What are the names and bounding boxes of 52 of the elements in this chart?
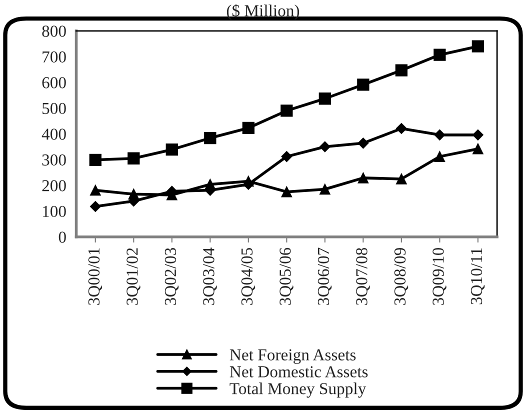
point	[472, 143, 484, 154]
point	[434, 151, 446, 162]
point	[166, 144, 178, 156]
y-tick-label: 100	[43, 206, 66, 218]
x-tick-label: 3Q02/03	[164, 248, 179, 305]
point	[472, 130, 484, 140]
point	[280, 104, 293, 117]
y-tick-label: 200	[42, 180, 66, 192]
y-tick-label: 500	[42, 102, 66, 114]
x-tick-label: 3Q01/02	[126, 248, 140, 305]
x-tick-label: 3Q10/11	[470, 248, 485, 304]
point	[204, 132, 216, 144]
point	[434, 48, 446, 61]
y-tick-label: 0	[58, 232, 66, 243]
point	[358, 138, 369, 149]
point	[472, 40, 484, 52]
chart-title: ($ Million)	[226, 4, 300, 20]
legend-label: Net Domestic Assets	[230, 366, 368, 378]
point	[396, 123, 407, 134]
y-tick-label: 600	[42, 77, 66, 88]
x-tick-label: 3Q06/07	[318, 248, 332, 305]
y-tick-label: 400	[42, 128, 66, 140]
point	[128, 188, 140, 200]
point	[320, 184, 330, 195]
x-tick-label: 3Q03/04	[203, 248, 217, 305]
x-tick-label: 3Q04/05	[241, 248, 256, 305]
point	[358, 172, 369, 184]
x-tick-label: 3Q05/06	[280, 248, 294, 305]
point	[281, 151, 292, 162]
point	[318, 92, 331, 105]
point	[89, 154, 102, 166]
legend-label: Net Foreign Assets	[230, 349, 356, 364]
x-tick-label: 3Q08/09	[394, 248, 408, 305]
point	[395, 64, 408, 76]
point	[242, 122, 254, 134]
legend-label: Total Money Supply	[230, 382, 366, 398]
point	[319, 141, 330, 152]
point	[396, 174, 407, 184]
y-tick-label: 700	[42, 51, 66, 63]
point	[204, 178, 216, 190]
point	[128, 152, 140, 164]
point	[434, 130, 446, 140]
point	[357, 78, 370, 91]
point	[90, 184, 101, 196]
x-tick-label: 3Q09/10	[432, 248, 446, 305]
y-tick-label: 300	[42, 154, 66, 166]
x-tick-label: 3Q07/08	[356, 248, 370, 305]
point	[243, 176, 254, 187]
point	[281, 186, 292, 198]
x-tick-label: 3Q00/01	[88, 248, 102, 305]
y-tick-label: 800	[42, 26, 66, 37]
point	[90, 201, 101, 212]
